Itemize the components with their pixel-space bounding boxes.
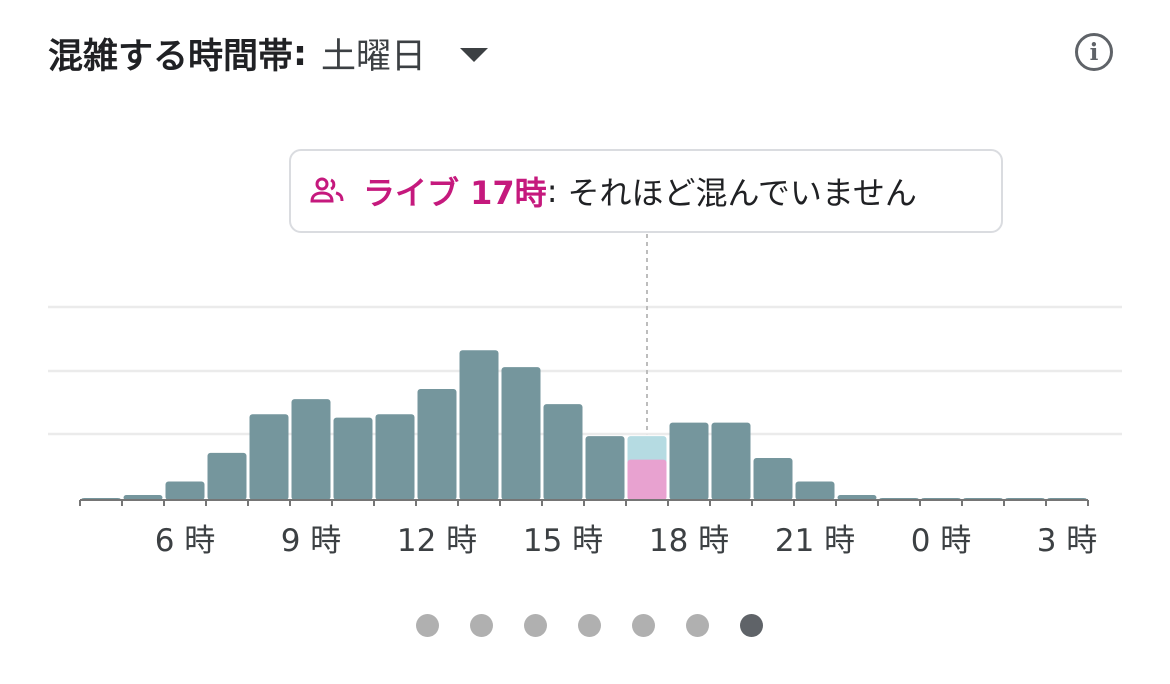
day-dropdown[interactable]: 土曜日 xyxy=(321,28,489,79)
busyness-bar[interactable] xyxy=(795,481,835,500)
popular-times-header: 混雑する時間帯 : 土曜日 xyxy=(48,28,489,79)
busyness-bar[interactable] xyxy=(417,388,457,500)
info-icon[interactable]: i xyxy=(1075,33,1113,71)
x-axis-label: 18 時 xyxy=(649,523,729,559)
x-axis-ticks xyxy=(79,500,1089,506)
x-axis-labels: 6 時 9 時 12 時 15 時 18 時 21 時 0 時 3 時 xyxy=(155,523,1098,559)
x-axis-label: 15 時 xyxy=(523,523,603,559)
crowd-status: それほど混んでいません xyxy=(567,174,917,212)
busyness-bar[interactable] xyxy=(375,414,415,500)
page-dot[interactable] xyxy=(577,614,601,637)
x-axis-label: 6 時 xyxy=(155,523,216,559)
bars xyxy=(81,350,1087,500)
busyness-bar[interactable] xyxy=(333,417,373,500)
busyness-bar[interactable] xyxy=(837,494,877,500)
people-icon xyxy=(310,177,344,203)
page-dot[interactable] xyxy=(415,614,439,637)
live-busyness-bar[interactable] xyxy=(627,459,667,500)
tooltip-separator: : xyxy=(546,172,558,210)
page-dot[interactable] xyxy=(523,614,547,637)
busyness-bar[interactable] xyxy=(123,494,163,500)
live-tooltip: ライブ 17時 : それほど混んでいません xyxy=(289,149,1003,233)
live-label: ライブ 17時 xyxy=(363,174,547,212)
busyness-bar[interactable] xyxy=(501,367,541,500)
page-dot[interactable] xyxy=(631,614,655,637)
busyness-bar[interactable] xyxy=(711,422,751,500)
page-dot[interactable] xyxy=(685,614,709,637)
x-axis-label: 9 時 xyxy=(281,523,342,559)
busyness-bar[interactable] xyxy=(543,404,583,500)
x-axis-label: 12 時 xyxy=(397,523,477,559)
x-axis-label: 21 時 xyxy=(775,523,855,559)
busyness-bar[interactable] xyxy=(585,436,625,500)
title-colon: : xyxy=(293,33,308,74)
busyness-bar[interactable] xyxy=(669,422,709,500)
popular-times-title: 混雑する時間帯 xyxy=(48,37,294,77)
busyness-bar[interactable] xyxy=(165,481,205,500)
day-dropdown-value: 土曜日 xyxy=(321,37,427,77)
x-axis-label: 3 時 xyxy=(1037,523,1098,559)
busyness-bar[interactable] xyxy=(753,457,793,500)
busyness-bar[interactable] xyxy=(207,452,247,500)
page-dot-active[interactable] xyxy=(739,614,763,637)
gridlines xyxy=(48,305,1122,436)
busyness-bar[interactable] xyxy=(459,350,499,500)
x-axis-label: 0 時 xyxy=(911,523,972,559)
busyness-bar[interactable] xyxy=(291,399,331,500)
caret-down-icon xyxy=(460,47,489,62)
busyness-bar[interactable] xyxy=(249,414,289,500)
page-indicator xyxy=(0,614,1170,637)
page-dot[interactable] xyxy=(469,614,493,637)
